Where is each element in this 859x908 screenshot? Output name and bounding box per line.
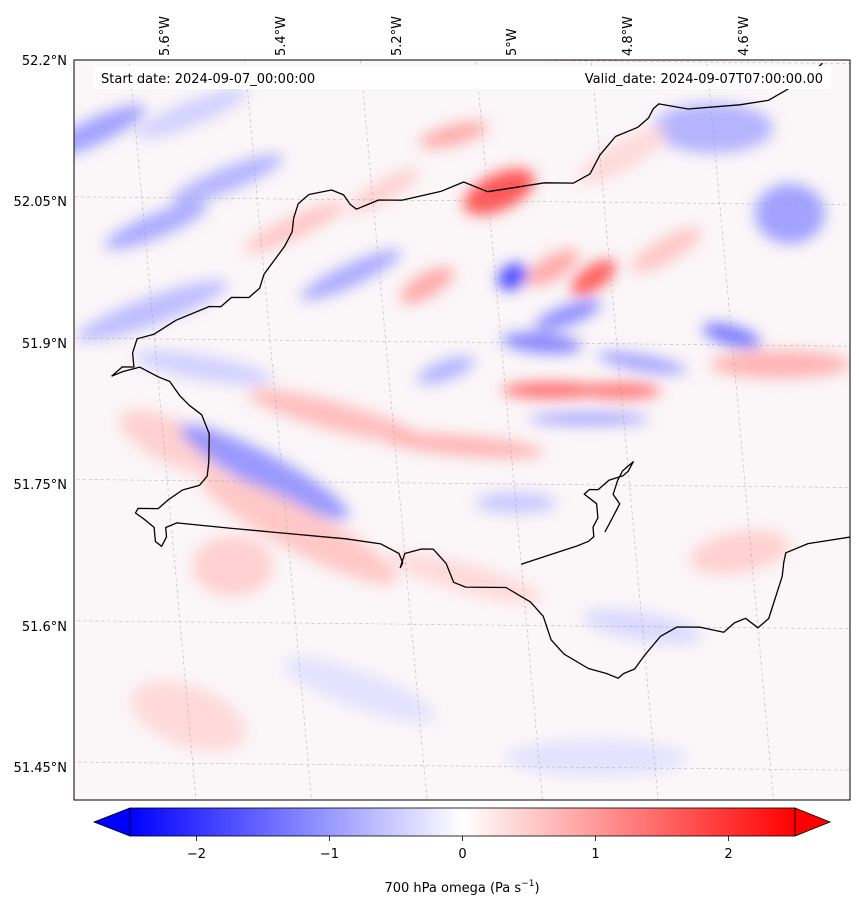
parallel-line bbox=[74, 761, 850, 771]
lon-label: 5.6°W bbox=[158, 16, 173, 56]
descent-anomaly bbox=[104, 202, 207, 250]
lat-label: 51.6°N bbox=[22, 620, 67, 635]
parallel-line bbox=[480, 60, 850, 64]
lon-label: 5°W bbox=[505, 28, 520, 56]
descent-anomaly bbox=[529, 412, 649, 425]
descent-anomaly bbox=[180, 424, 349, 520]
ascent-anomaly bbox=[247, 389, 422, 444]
descent-anomaly bbox=[300, 249, 401, 301]
ascent-anomaly bbox=[525, 249, 579, 286]
coastline-segment bbox=[520, 461, 634, 565]
meridian-line bbox=[129, 60, 197, 800]
colorbar-tick-label: −2 bbox=[187, 847, 206, 862]
ascent-anomaly bbox=[387, 552, 543, 603]
valid-date-label: Valid_date: 2024-09-07T07:00:00.00 bbox=[585, 72, 823, 87]
lat-label: 52.05°N bbox=[14, 195, 67, 210]
descent-anomaly bbox=[74, 105, 146, 158]
ascent-anomaly bbox=[579, 127, 667, 184]
lat-label: 51.45°N bbox=[14, 761, 67, 776]
colorbar-label-suffix: ) bbox=[534, 881, 539, 896]
start-date-label: Start date: 2024-09-07_00:00:00 bbox=[101, 72, 315, 87]
meridian-line bbox=[244, 60, 312, 800]
ascent-anomaly bbox=[400, 266, 454, 304]
colorbar-tick-label: 1 bbox=[591, 847, 599, 862]
ascent-anomaly bbox=[710, 350, 850, 379]
descent-anomaly bbox=[475, 492, 556, 513]
colorbar-tick-label: 2 bbox=[724, 847, 732, 862]
ascent-anomaly bbox=[120, 410, 231, 476]
meridian-line bbox=[475, 60, 543, 800]
ascent-anomaly bbox=[244, 202, 345, 253]
parallel-line bbox=[74, 337, 850, 347]
ascent-anomaly bbox=[463, 168, 535, 215]
colorbar-label-text: 700 hPa omega (Pa s bbox=[384, 881, 521, 896]
descent-anomaly bbox=[135, 88, 248, 139]
lat-label: 51.9°N bbox=[22, 337, 67, 352]
lat-label: 51.75°N bbox=[14, 478, 67, 493]
parallel-line bbox=[74, 620, 850, 630]
parallel-line bbox=[74, 479, 850, 488]
meridian-line bbox=[359, 60, 428, 800]
coastline bbox=[111, 62, 850, 679]
latitude-labels: 52.2°N 52.05°N 51.9°N 51.75°N 51.6°N 51.… bbox=[14, 54, 67, 776]
meridian-line bbox=[706, 60, 774, 800]
longitude-labels: 5.6°W 5.4°W 5.2°W 5°W 4.8°W 4.6°W bbox=[158, 16, 752, 56]
coastline-segment bbox=[111, 62, 823, 377]
ascent-anomaly bbox=[200, 473, 397, 585]
descent-anomaly bbox=[754, 183, 825, 244]
descent-anomaly bbox=[652, 103, 773, 154]
descent-anomaly bbox=[506, 740, 687, 777]
colorbar: −2 −1 0 1 2 700 hPa omega (Pa s−1) bbox=[92, 807, 832, 896]
ascent-anomaly bbox=[384, 433, 545, 458]
ascent-anomaly bbox=[419, 121, 488, 149]
descent-anomaly bbox=[134, 350, 273, 385]
lon-label: 4.6°W bbox=[737, 16, 752, 56]
coastline-segment bbox=[111, 366, 850, 679]
meridian-line bbox=[590, 60, 659, 800]
colorbar-body bbox=[129, 807, 796, 837]
colorbar-tick-label: −1 bbox=[320, 847, 339, 862]
colorbar-label: 700 hPa omega (Pa s−1) bbox=[384, 879, 539, 896]
ascent-anomaly bbox=[690, 530, 789, 574]
ascent-anomaly bbox=[571, 259, 616, 296]
ascent-anomaly bbox=[581, 382, 662, 399]
colorbar-ticks: −2 −1 0 1 2 bbox=[187, 836, 733, 862]
lon-label: 5.2°W bbox=[390, 16, 405, 56]
descent-anomaly bbox=[417, 356, 475, 385]
descent-anomaly bbox=[501, 332, 582, 354]
parallel-line bbox=[74, 196, 850, 206]
descent-anomaly bbox=[535, 299, 602, 331]
colorbar-extend-max bbox=[794, 807, 832, 837]
ascent-anomaly bbox=[348, 168, 419, 213]
colorbar-extend-min bbox=[92, 807, 131, 837]
lat-label: 52.2°N bbox=[22, 54, 67, 69]
ascent-anomaly bbox=[501, 382, 602, 399]
descent-anomaly bbox=[283, 657, 435, 722]
omega-field bbox=[74, 88, 850, 777]
descent-anomaly bbox=[597, 351, 687, 374]
lon-label: 4.8°W bbox=[621, 16, 636, 56]
lon-label: 5.4°W bbox=[274, 16, 289, 56]
ascent-anomaly bbox=[192, 535, 273, 596]
ascent-anomaly bbox=[630, 227, 702, 273]
map-frame bbox=[73, 59, 851, 801]
colorbar-label-exponent: −1 bbox=[521, 879, 534, 889]
date-header-band bbox=[94, 66, 831, 89]
colorbar-tick-label: 0 bbox=[458, 847, 466, 862]
descent-anomaly bbox=[497, 263, 528, 291]
